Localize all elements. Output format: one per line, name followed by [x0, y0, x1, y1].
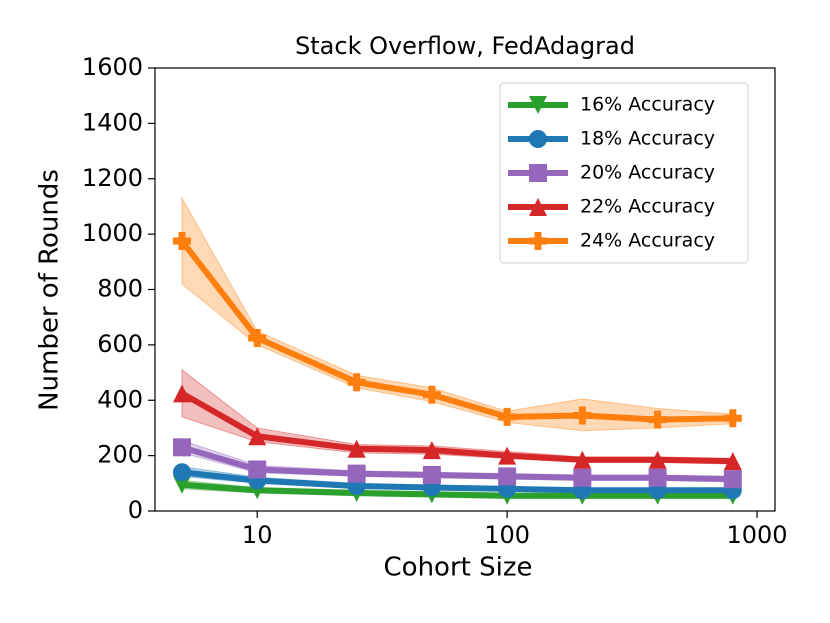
x-tick-label: 1000 — [726, 521, 787, 549]
legend-marker — [529, 198, 547, 216]
marker — [648, 410, 667, 429]
legend: 16% Accuracy 18% Accuracy 20% Accuracy 22% … — [499, 82, 749, 264]
y-tick-label: 1600 — [82, 53, 143, 81]
marker — [498, 446, 517, 465]
plot-frame — [154, 67, 776, 512]
series-line — [179, 239, 733, 423]
marker — [498, 467, 517, 486]
marker — [172, 438, 191, 457]
y-tick-label: 0 — [128, 496, 143, 524]
chart-title: Stack Overflow, FedAdagrad — [295, 32, 635, 60]
marker — [573, 450, 592, 469]
series-line — [181, 469, 733, 494]
y-tick-label: 600 — [97, 330, 143, 358]
legend-marker — [529, 232, 547, 250]
y-tick-label: 1200 — [82, 164, 143, 192]
y-tick-label: 800 — [97, 275, 143, 303]
y-tick-label: 400 — [97, 385, 143, 413]
marker — [172, 232, 191, 251]
marker — [248, 460, 267, 479]
series-line — [181, 444, 733, 483]
marker — [573, 468, 592, 487]
marker — [498, 407, 517, 426]
legend-box — [499, 82, 749, 264]
legend-marker — [529, 130, 547, 148]
marker — [648, 450, 667, 469]
y-axis-label: Number of Rounds — [35, 169, 65, 411]
marker — [347, 464, 366, 483]
marker — [723, 470, 742, 489]
x-tick-label: 100 — [484, 521, 530, 549]
series-line — [180, 390, 733, 465]
legend-label: 16% Accuracy — [580, 94, 715, 116]
marker — [422, 385, 441, 404]
marker — [723, 409, 742, 428]
marker — [172, 475, 191, 494]
marker — [648, 468, 667, 487]
legend-marker — [529, 96, 547, 114]
marker — [347, 439, 366, 458]
y-tick-label: 1400 — [82, 108, 143, 136]
marker — [248, 328, 267, 347]
marker — [723, 452, 742, 471]
legend-label: 20% Accuracy — [580, 162, 715, 184]
x-tick-label: 10 — [242, 521, 273, 549]
marker — [422, 466, 441, 485]
series-line — [181, 481, 733, 499]
legend-label: 18% Accuracy — [580, 128, 715, 150]
legend-marker — [529, 164, 547, 182]
y-tick-label: 1000 — [82, 219, 143, 247]
marker — [248, 427, 267, 446]
marker — [422, 441, 441, 460]
y-tick-label: 200 — [97, 441, 143, 469]
legend-label: 24% Accuracy — [580, 230, 715, 252]
x-axis-label: Cohort Size — [384, 553, 533, 583]
marker — [172, 463, 191, 482]
marker — [573, 406, 592, 425]
marker — [172, 384, 191, 403]
legend-label: 22% Accuracy — [580, 196, 715, 218]
marker — [347, 373, 366, 392]
